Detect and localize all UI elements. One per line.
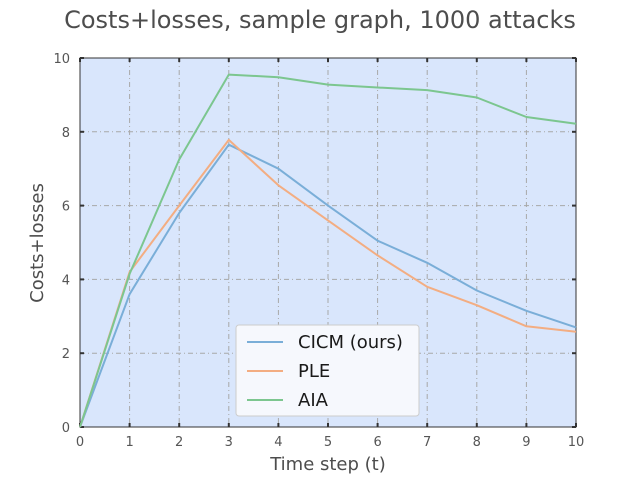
x-tick-label: 2: [175, 435, 183, 450]
y-tick-label: 2: [62, 347, 70, 362]
x-tick-label: 1: [125, 435, 133, 450]
x-tick-label: 9: [522, 435, 530, 450]
legend-label: AIA: [298, 390, 329, 411]
y-tick-label: 6: [62, 200, 70, 215]
legend-box: [235, 324, 420, 417]
y-tick-label: 0: [62, 421, 70, 436]
x-tick-label: 3: [225, 435, 233, 450]
series-line: [79, 138, 577, 428]
series-line: [79, 143, 577, 428]
x-tick-label: 4: [274, 435, 282, 450]
legend-label: CICM (ours): [298, 332, 403, 353]
chart-title: Costs+losses, sample graph, 1000 attacks: [64, 6, 576, 34]
x-tick-label: 10: [568, 435, 585, 450]
x-tick-label: 8: [473, 435, 481, 450]
x-axis-label: Time step (t): [269, 454, 386, 475]
legend-label: PLE: [298, 361, 330, 382]
x-tick-label: 5: [324, 435, 332, 450]
y-axis-label: Costs+losses: [27, 183, 48, 303]
x-tick-label: 6: [373, 435, 381, 450]
x-tick-label: 7: [423, 435, 431, 450]
y-tick-label: 8: [62, 126, 70, 141]
series-line: [79, 73, 577, 428]
x-tick-label: 0: [76, 435, 84, 450]
y-tick-label: 10: [53, 52, 70, 67]
legend: CICM (ours) PLE AIA: [235, 324, 420, 417]
y-tick-label: 4: [62, 273, 70, 288]
